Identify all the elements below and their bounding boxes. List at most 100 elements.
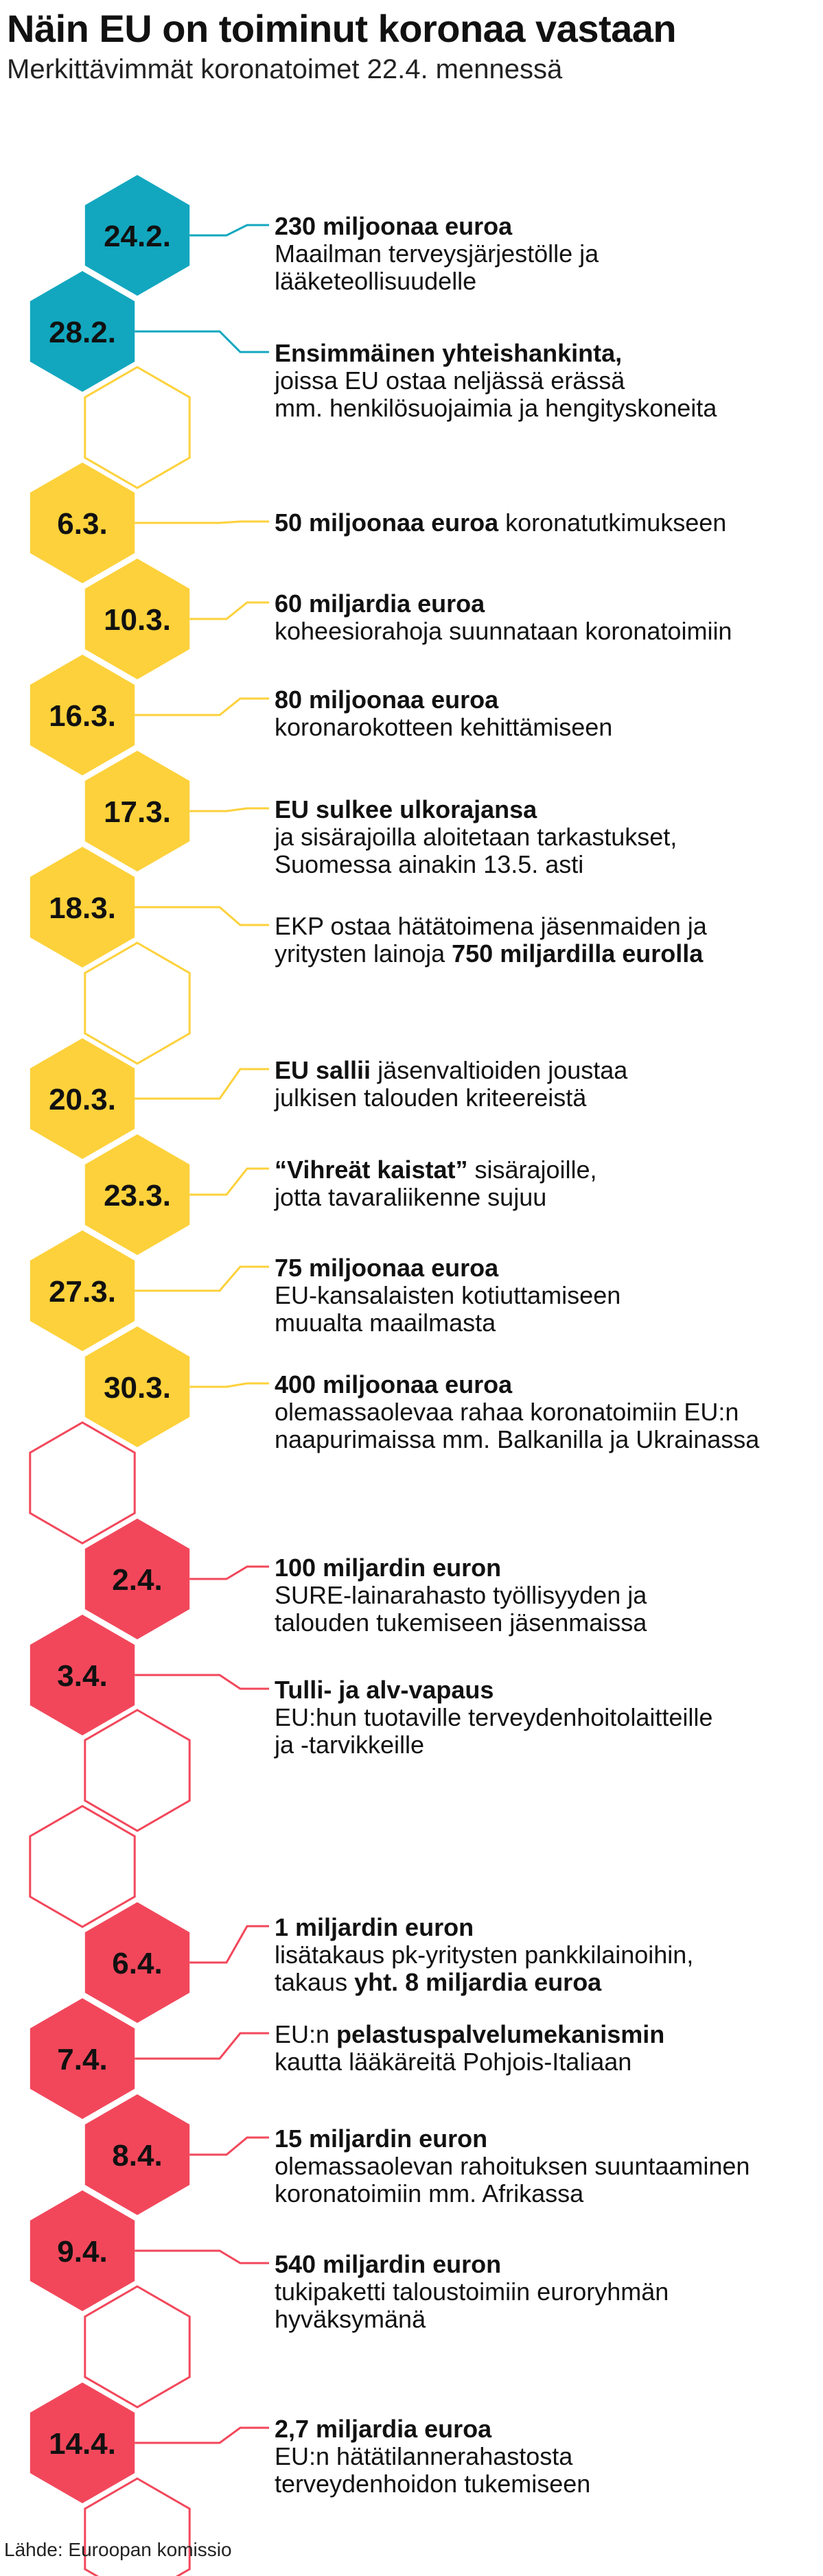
connector-line [135,520,269,524]
date-label: 20.3. [49,1083,116,1116]
event-highlight: Tulli- ja alv-vapaus [275,1676,494,1704]
date-hexagon [30,1230,135,1351]
event-text-span: koronarokotteen kehittämiseen [275,713,613,741]
event-description: 75 miljoonaa euroa EU-kansalaisten kotiut… [275,1254,817,1337]
event-highlight: EU sallii [275,1056,371,1084]
date-label: 23.3. [104,1179,171,1213]
event-highlight: 1 miljardin euron [275,1913,474,1941]
event-text-span: ja -tarvikkeille [275,1731,425,1759]
date-hexagon [30,2382,135,2503]
connector-line [189,1382,269,1388]
event-description: 1 miljardin euron lisätakaus pk-yritysten… [275,1914,817,1996]
event-highlight: EU sulkee ulkorajansa [275,795,537,823]
event-description: Ensimmäinen yhteishankinta, joissa EU ost… [275,340,817,422]
event-text-span: SURE-lainarahasto työllisyyden ja [275,1581,647,1609]
event-highlight: 540 miljardin euron [275,2250,502,2278]
event-text-span: julkisen talouden kriteereistä [275,1084,587,1112]
empty-day-hexagon [84,941,191,1065]
event-description: Tulli- ja alv-vapaus EU:hun tuotaville te… [275,1676,817,1759]
event-text-span: EKP ostaa hätätoimena jäsenmaiden ja [275,912,707,940]
connector-line [135,330,269,353]
event-highlight: yht. 8 miljardia euroa [354,1968,602,1996]
date-label: 17.3. [104,795,171,829]
event-text-span: naapurimaissa mm. Balkanilla ja Ukrainas… [275,1425,760,1453]
event-highlight: 750 miljardilla eurolla [452,939,704,968]
connector-line [189,1565,269,1580]
connector-line [135,1674,269,1690]
event-text-span: EU:hun tuotaville terveydenhoitolaitteil… [275,1703,713,1731]
date-label: 16.3. [49,699,116,733]
date-label: 27.3. [49,1275,116,1309]
event-highlight: 15 miljardin euron [275,2124,488,2153]
date-label: 30.3. [104,1371,171,1405]
event-text-span: Suomessa ainakin 13.5. asti [275,850,584,878]
connector-line [135,697,269,716]
empty-day-hexagon [29,1805,136,1928]
event-text-span: lääketeollisuudelle [275,267,477,295]
date-label: 2.4. [112,1563,162,1597]
page-title: Näin EU on toiminut koronaa vastaan [7,7,677,50]
connector-line [189,601,269,620]
connector-line [189,1925,269,1964]
date-label: 9.4. [57,2235,107,2269]
header: Näin EU on toiminut koronaa vastaan Merk… [7,0,817,85]
event-text-span: sisärajoille, [467,1156,597,1184]
connector-line [135,2249,269,2264]
date-label: 28.2. [49,316,116,349]
event-description: 2,7 miljardia euroa EU:n hätätilannerahas… [275,2415,817,2498]
empty-day-hexagon [84,2477,191,2576]
event-text-span: joissa EU ostaa neljässä erässä [275,366,625,395]
event-text-span: olemassaolevaa rahaa koronatoimiin EU:n [275,1398,739,1426]
date-hexagon [84,751,190,871]
event-highlight: 75 miljoonaa euroa [275,1254,499,1282]
event-text-span: koronatoimiin mm. Afrikassa [275,2179,584,2208]
connector-line [135,1068,269,1100]
event-text-span: ja sisärajoilla aloitetaan tarkastukset, [275,823,677,851]
event-text-span: jäsenvaltioiden joustaa [371,1056,628,1084]
date-hexagon [30,2190,135,2311]
event-text-span: koronatutkimukseen [498,508,727,537]
event-description: 540 miljardin euron tukipaketti taloustoi… [275,2251,817,2333]
event-text-span: terveydenhoidon tukemiseen [275,2470,591,2498]
event-highlight: 2,7 miljardia euroa [275,2415,492,2443]
date-label: 6.4. [112,1947,162,1980]
event-text-span: yritysten lainoja [275,939,452,968]
page-subtitle: Merkittävimmät koronatoimet 22.4. mennes… [7,54,563,84]
date-label: 18.3. [49,891,116,925]
event-text-span: EU:n [275,2020,337,2048]
event-highlight: 230 miljoonaa euroa [275,212,513,240]
date-hexagon [84,175,190,296]
event-highlight: 50 miljoonaa euroa [275,508,499,537]
date-hexagon [84,1902,190,2023]
date-label: 3.4. [57,1659,107,1693]
date-hexagon [84,2094,190,2215]
event-description: 100 miljardin euron SURE-lainarahasto työ… [275,1554,817,1637]
event-text-span: takaus [275,1968,355,1996]
date-hexagon [84,1519,190,1639]
event-highlight: Ensimmäinen yhteishankinta, [275,339,623,367]
event-text-span: jotta tavaraliikenne sujuu [275,1183,547,1211]
event-description: 15 miljardin euron olemassaolevan rahoitu… [275,2125,817,2208]
date-label: 8.4. [112,2139,162,2173]
event-text-span: muualta maailmasta [275,1309,496,1337]
date-hexagon [30,655,135,775]
event-text-span: lisätakaus pk-yritysten pankkilainoihin, [275,1941,694,1969]
date-hexagon [30,1038,135,1159]
event-highlight: pelastuspalvelumekanismin [336,2020,665,2048]
event-highlight: 100 miljardin euron [275,1554,502,1582]
event-highlight: 60 miljardia euroa [275,589,485,618]
event-description: 60 miljardia euroa koheesiorahoja suunnat… [275,590,817,645]
event-highlight: “Vihreät kaistat” [275,1156,468,1184]
empty-day-hexagon [84,2285,191,2409]
connector-line [135,2032,269,2060]
connector-line [135,906,269,926]
event-description: “Vihreät kaistat” sisärajoille, jotta tav… [275,1156,817,1211]
empty-day-hexagon [84,366,191,489]
event-text-span: tukipaketti taloustoimiin euroryhmän [275,2278,669,2306]
date-label: 24.2. [104,220,171,253]
date-hexagon [30,1998,135,2119]
connector-line [189,2136,269,2156]
event-text-span: koheesiorahoja suunnataan koronatoimiin [275,617,732,645]
